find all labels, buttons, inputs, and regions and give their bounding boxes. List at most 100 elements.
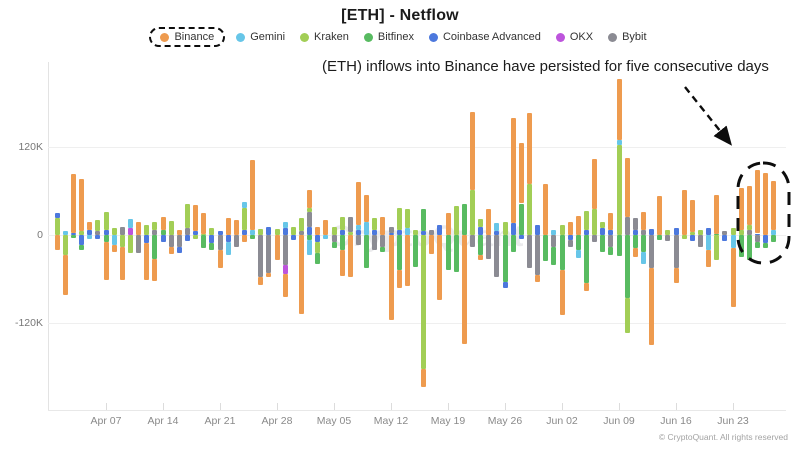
bar-segment-bitfinex[interactable] bbox=[380, 246, 386, 252]
bar-segment-kraken[interactable] bbox=[527, 183, 532, 235]
bar-segment-binance[interactable] bbox=[429, 235, 435, 255]
bar-segment-gemini[interactable] bbox=[307, 240, 313, 255]
bar-segment-bybit[interactable] bbox=[307, 212, 313, 227]
bar-segment-bitfinex[interactable] bbox=[502, 235, 508, 282]
bar-segment-gemini[interactable] bbox=[404, 227, 410, 235]
bar-segment-kraken[interactable] bbox=[478, 218, 484, 227]
bar-segment-binance[interactable] bbox=[706, 249, 712, 267]
bar-segment-binance[interactable] bbox=[380, 216, 386, 235]
bar-segment-bitfinex[interactable] bbox=[250, 235, 256, 239]
bar-segment-kraken[interactable] bbox=[54, 218, 60, 235]
legend-item-bybit[interactable]: Bybit bbox=[608, 31, 647, 43]
bar-segment-kraken[interactable] bbox=[347, 232, 353, 235]
bar-segment-binance[interactable] bbox=[160, 216, 166, 230]
bar-segment-binance[interactable] bbox=[339, 249, 345, 277]
bar-segment-bitfinex[interactable] bbox=[746, 235, 752, 260]
bar-segment-gemini[interactable] bbox=[128, 218, 133, 228]
bar-segment-bybit[interactable] bbox=[698, 235, 703, 247]
bar-segment-kraken[interactable] bbox=[62, 235, 68, 255]
bar-segment-binance[interactable] bbox=[421, 368, 427, 387]
bar-segment-coinbase-advanced[interactable] bbox=[144, 235, 150, 244]
bar-segment-binance[interactable] bbox=[103, 241, 109, 280]
bar-segment-coinbase-advanced[interactable] bbox=[478, 226, 484, 235]
bar-segment-gemini[interactable] bbox=[62, 231, 68, 235]
bar-segment-bitfinex[interactable] bbox=[421, 209, 427, 232]
bar-segment-binance[interactable] bbox=[486, 208, 492, 235]
bar-segment-bybit[interactable] bbox=[331, 235, 337, 242]
bar-segment-bitfinex[interactable] bbox=[152, 235, 158, 259]
bar-segment-binance[interactable] bbox=[616, 78, 622, 140]
bar-segment-binance[interactable] bbox=[437, 235, 443, 301]
bar-segment-coinbase-advanced[interactable] bbox=[266, 226, 272, 235]
bar-segment-coinbase-advanced[interactable] bbox=[356, 229, 361, 235]
bar-segment-kraken[interactable] bbox=[111, 228, 117, 235]
bar-segment-gemini[interactable] bbox=[364, 221, 370, 235]
bar-segment-gemini[interactable] bbox=[551, 229, 557, 235]
bar-segment-kraken[interactable] bbox=[714, 235, 720, 260]
bar-segment-bybit[interactable] bbox=[567, 240, 573, 248]
bar-segment-binance[interactable] bbox=[250, 159, 256, 230]
bar-segment-binance[interactable] bbox=[168, 246, 174, 254]
bar-segment-coinbase-advanced[interactable] bbox=[600, 228, 606, 235]
bar-segment-bitfinex[interactable] bbox=[461, 203, 467, 235]
bar-segment-coinbase-advanced[interactable] bbox=[608, 229, 614, 235]
bar-segment-coinbase-advanced[interactable] bbox=[160, 235, 166, 243]
bar-segment-bybit[interactable] bbox=[592, 235, 598, 242]
bar-segment-coinbase-advanced[interactable] bbox=[307, 226, 313, 235]
bar-segment-coinbase-advanced[interactable] bbox=[87, 229, 93, 235]
bar-segment-kraken[interactable] bbox=[396, 207, 402, 230]
bar-segment-binance[interactable] bbox=[763, 173, 769, 235]
bar-segment-coinbase-advanced[interactable] bbox=[584, 229, 589, 235]
bar-segment-binance[interactable] bbox=[315, 226, 321, 235]
bar-segment-kraken[interactable] bbox=[152, 221, 158, 230]
legend-item-kraken[interactable]: Kraken bbox=[300, 31, 349, 43]
bar-segment-binance[interactable] bbox=[396, 270, 402, 289]
bar-segment-bybit[interactable] bbox=[347, 216, 353, 233]
bar-segment-kraken[interactable] bbox=[128, 235, 133, 254]
bar-segment-coinbase-advanced[interactable] bbox=[437, 224, 443, 235]
bar-segment-bitfinex[interactable] bbox=[771, 235, 777, 242]
bar-segment-binance[interactable] bbox=[79, 179, 85, 232]
bar-segment-binance[interactable] bbox=[584, 282, 589, 291]
bar-segment-bitfinex[interactable] bbox=[201, 235, 207, 249]
bar-segment-bitfinex[interactable] bbox=[518, 203, 524, 235]
bar-segment-kraken[interactable] bbox=[372, 218, 378, 230]
bar-segment-bybit[interactable] bbox=[372, 235, 378, 250]
bar-segment-kraken[interactable] bbox=[144, 224, 150, 235]
bar-segment-okx[interactable] bbox=[128, 227, 133, 235]
bar-segment-bybit[interactable] bbox=[136, 235, 142, 254]
bar-segment-binance[interactable] bbox=[136, 221, 142, 235]
bar-segment-coinbase-advanced[interactable] bbox=[282, 227, 288, 235]
bar-segment-binance[interactable] bbox=[119, 246, 125, 280]
bar-segment-binance[interactable] bbox=[347, 235, 353, 277]
bar-segment-bitfinex[interactable] bbox=[755, 241, 760, 249]
bar-segment-bitfinex[interactable] bbox=[339, 235, 345, 250]
bar-segment-gemini[interactable] bbox=[706, 235, 712, 250]
bar-segment-kraken[interactable] bbox=[470, 190, 475, 235]
bar-segment-bitfinex[interactable] bbox=[396, 235, 402, 271]
bar-segment-bybit[interactable] bbox=[649, 235, 655, 268]
bar-segment-kraken[interactable] bbox=[502, 221, 508, 235]
bar-segment-bybit[interactable] bbox=[233, 235, 239, 247]
bar-segment-kraken[interactable] bbox=[315, 241, 321, 254]
bar-segment-binance[interactable] bbox=[527, 113, 532, 184]
bar-segment-coinbase-advanced[interactable] bbox=[95, 235, 101, 239]
bar-segment-binance[interactable] bbox=[746, 185, 752, 225]
bar-segment-binance[interactable] bbox=[592, 158, 598, 209]
bar-segment-coinbase-advanced[interactable] bbox=[396, 229, 402, 235]
bar-segment-binance[interactable] bbox=[274, 235, 280, 260]
bar-segment-binance[interactable] bbox=[755, 169, 760, 234]
bar-segment-binance[interactable] bbox=[649, 268, 655, 345]
bar-segment-binance[interactable] bbox=[657, 196, 663, 235]
bar-segment-binance[interactable] bbox=[470, 111, 475, 191]
bar-segment-bitfinex[interactable] bbox=[478, 235, 484, 255]
bar-segment-coinbase-advanced[interactable] bbox=[79, 235, 85, 246]
bar-segment-bitfinex[interactable] bbox=[559, 235, 565, 271]
bar-segment-gemini[interactable] bbox=[87, 235, 93, 239]
bar-segment-binance[interactable] bbox=[242, 235, 247, 242]
bar-segment-bitfinex[interactable] bbox=[632, 235, 638, 249]
bar-segment-kraken[interactable] bbox=[584, 210, 589, 230]
bar-segment-binance[interactable] bbox=[714, 194, 720, 234]
bar-segment-gemini[interactable] bbox=[282, 221, 288, 228]
bar-segment-coinbase-advanced[interactable] bbox=[185, 235, 190, 241]
